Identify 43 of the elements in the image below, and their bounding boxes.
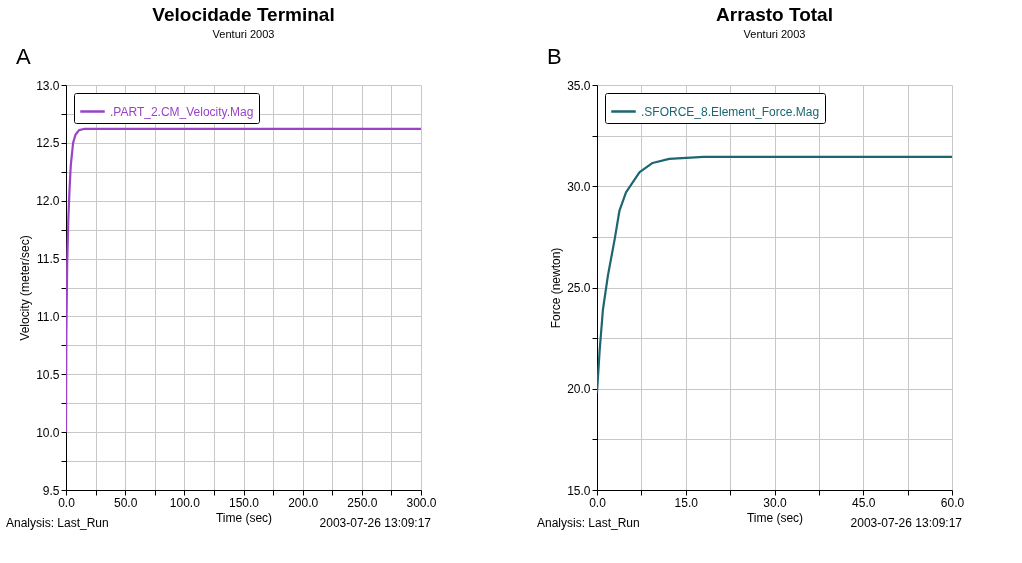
x-tick-label: 100.0 <box>169 495 201 510</box>
y-tick-label: 11.0 <box>37 309 60 324</box>
text: Analysis: Last_Run <box>537 516 640 530</box>
text: 2003-07-26 13:09:17 <box>850 516 963 530</box>
text: 2003-07-26 13:09:17 <box>319 516 432 530</box>
text: B <box>547 44 562 69</box>
y-tick-label: 35.0 <box>567 78 591 93</box>
x-tick-label: 200.0 <box>288 495 319 510</box>
y-tick-label: 25.0 <box>567 281 591 295</box>
x-tick-label: 45.0 <box>852 495 876 510</box>
y-tick-label: 12.0 <box>36 194 60 209</box>
x-axis-title: Time (sec) <box>746 510 804 525</box>
chart-title: Velocidade Terminal <box>152 4 335 25</box>
x-tick-label: 30.0 <box>763 495 787 510</box>
line-series <box>597 155 952 394</box>
x-tick-label: 15.0 <box>674 495 699 510</box>
y-tick-label: 13.0 <box>36 78 60 93</box>
chart-title: Arrasto Total <box>716 4 833 25</box>
y-tick-label: 9.5 <box>42 483 60 498</box>
text: A <box>16 44 31 69</box>
y-tick-label: 11.5 <box>37 252 60 267</box>
x-tick-label: 50.0 <box>113 495 138 510</box>
x-tick-label: 0.0 <box>58 495 76 510</box>
text: Analysis: Last_Run <box>6 516 109 530</box>
legend-label: .PART_2.CM_Velocity.Mag <box>110 104 254 119</box>
chart-subtitle: Venturi 2003 <box>212 28 275 40</box>
x-tick-label: 300.0 <box>406 495 437 510</box>
x-tick-label: 150.0 <box>228 495 260 510</box>
y-tick-label: 12.5 <box>36 136 60 151</box>
x-tick-label: 250.0 <box>347 495 378 510</box>
y-tick-label: 10.5 <box>36 367 60 382</box>
legend-label: .SFORCE_8.Element_Force.Mag <box>641 104 820 119</box>
x-tick-label: 0.0 <box>589 495 607 510</box>
y-tick-label: 20.0 <box>567 382 591 397</box>
y-tick-label: 15.0 <box>567 483 591 498</box>
y-tick-label: 10.0 <box>36 425 60 440</box>
y-axis-title: Velocity (meter/sec) <box>18 235 33 341</box>
x-tick-label: 60.0 <box>940 495 965 510</box>
y-axis-title: Force (newton) <box>549 247 564 329</box>
chart-subtitle: Venturi 2003 <box>743 28 806 40</box>
x-axis-title: Time (sec) <box>215 510 273 525</box>
line-series <box>66 127 421 434</box>
y-tick-label: 30.0 <box>567 179 591 194</box>
